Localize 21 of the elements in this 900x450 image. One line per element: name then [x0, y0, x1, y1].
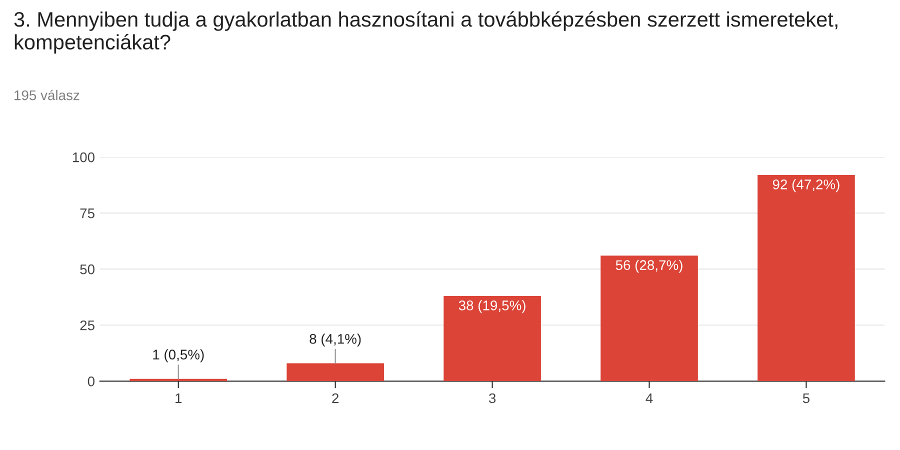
y-tick-label: 0 — [88, 376, 94, 386]
x-tick-label: 5 — [802, 393, 810, 404]
x-tick-label: 4 — [646, 393, 653, 404]
data-label: 8 (4,1%) — [310, 334, 361, 347]
data-label: 56 (28,7%) — [616, 260, 682, 273]
bar — [758, 174, 855, 382]
bar — [444, 296, 541, 382]
y-tick-label: 25 — [80, 320, 94, 330]
data-label: 1 (0,5%) — [153, 349, 204, 362]
y-tick-label: 50 — [80, 264, 94, 274]
x-tick-label: 3 — [488, 393, 496, 404]
data-label: 38 (19,5%) — [458, 300, 526, 314]
x-tick-label: 2 — [332, 393, 339, 404]
data-label: 92 (47,2%) — [772, 179, 840, 192]
chart-subtitle: 195 válasz — [14, 90, 80, 100]
y-tick-label: 75 — [80, 208, 94, 218]
bar — [286, 363, 384, 382]
x-tick-label: 1 — [176, 393, 182, 404]
chart-title: 3. Mennyiben tudja a gyakorlatban hasznosítani a továbbképzésben szerzett ismereteket, kompetenciákat? — [14, 11, 838, 54]
bar — [600, 256, 698, 382]
y-tick-label: 100 — [72, 152, 94, 162]
